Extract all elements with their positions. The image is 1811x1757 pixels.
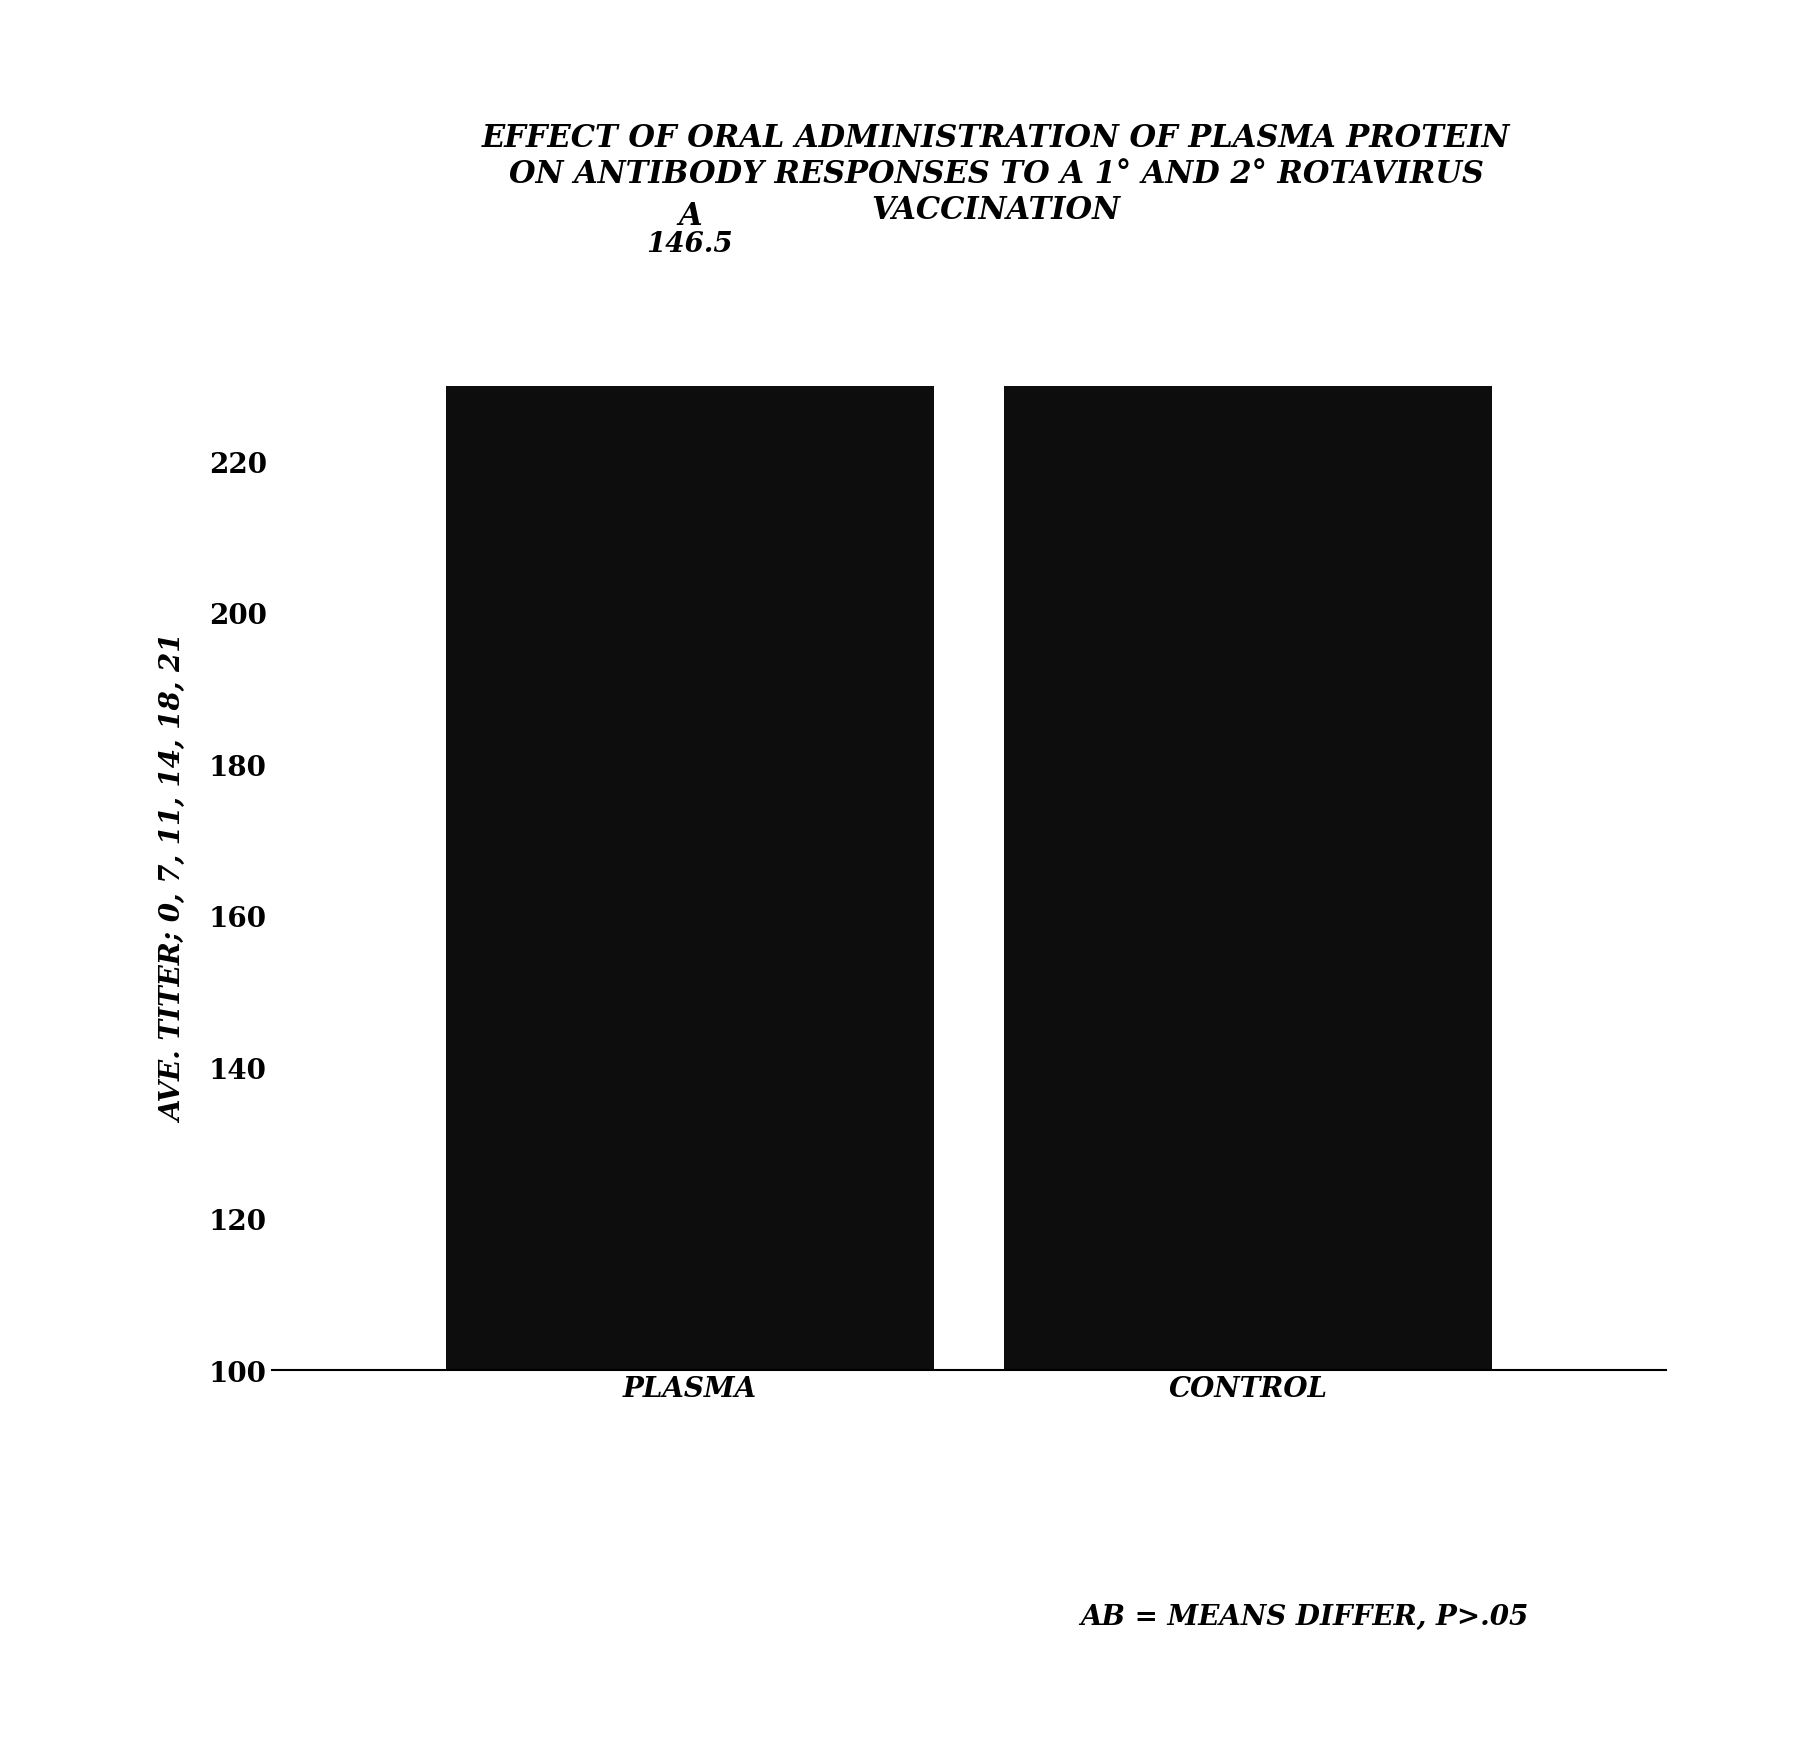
Y-axis label: AVE. TITER; 0, 7, 11, 14, 18, 21: AVE. TITER; 0, 7, 11, 14, 18, 21	[161, 634, 188, 1123]
Bar	[446, 262, 934, 1370]
Bar	[1003, 0, 1492, 1370]
Text: EFFECT OF ORAL ADMINISTRATION OF PLASMA PROTEIN
ON ANTIBODY RESPONSES TO A 1° AN: EFFECT OF ORAL ADMINISTRATION OF PLASMA …	[482, 123, 1510, 225]
Text: 146.5: 146.5	[647, 230, 733, 258]
Text: AB = MEANS DIFFER, P>.05: AB = MEANS DIFFER, P>.05	[1079, 1602, 1528, 1630]
Text: A: A	[677, 200, 703, 232]
